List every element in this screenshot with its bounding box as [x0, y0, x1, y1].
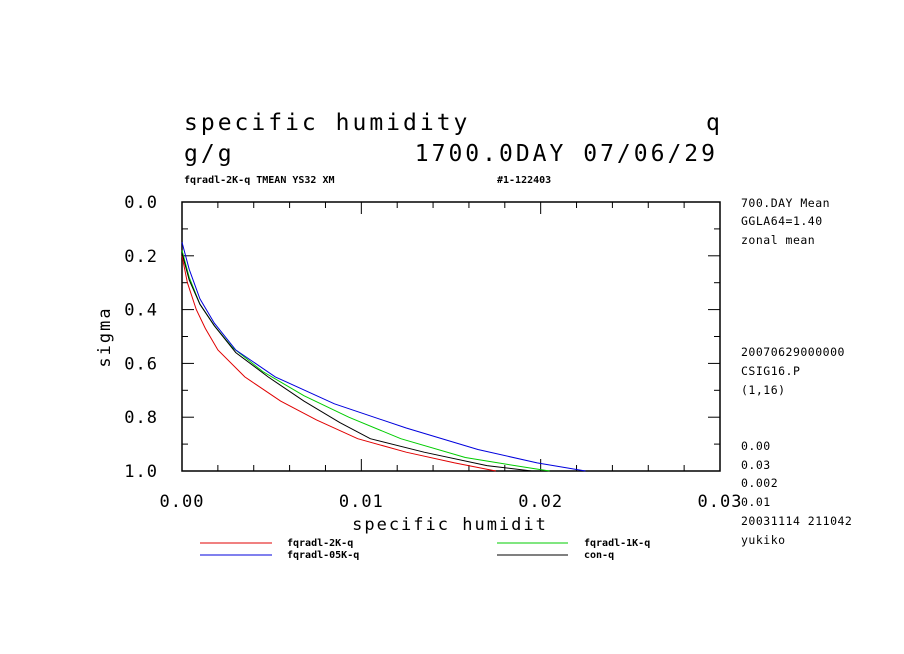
units-label: g/g: [184, 141, 235, 167]
y-tick-label: 0.8: [124, 408, 158, 428]
run-id: #1-122403: [497, 175, 551, 186]
plot-frame: [181, 201, 721, 472]
x-tick-label: 0.01: [339, 492, 384, 512]
chart-title: specific humidity: [184, 110, 470, 136]
run-info: fqradl-2K-q TMEAN YS32 XM: [184, 175, 335, 186]
y-tick-label: 0.2: [124, 247, 158, 267]
side-info-line: CSIG16.P: [741, 364, 800, 378]
y-tick-label: 1.0: [124, 462, 158, 482]
legend-label: fqradl-05K-q: [287, 550, 359, 561]
y-axis-label: sigma: [95, 306, 115, 367]
side-info: 700.DAY Mean GGLA64=1.40 zonal mean 2007…: [741, 196, 852, 547]
side-info-line: 700.DAY Mean: [741, 196, 830, 210]
legend: fqradl-2K-q fqradl-05K-q fqradl-1K-q con…: [200, 538, 650, 561]
tick-labels: 0.00 0.01 0.02 0.03 0.0 0.2 0.4 0.6 0.8 1.0: [124, 193, 743, 512]
x-tick-label: 0.03: [698, 492, 743, 512]
legend-label: fqradl-1K-q: [584, 538, 650, 549]
series-line-fqradl-2K-q: [181, 255, 496, 472]
side-info-line: 0.002: [741, 476, 778, 490]
x-tick-label: 0.02: [518, 492, 563, 512]
variable-name: q: [706, 110, 723, 136]
side-info-line: 20070629000000: [741, 345, 845, 359]
series-line-fqradl-1K-q: [181, 250, 550, 472]
side-info-line: 0.00: [741, 439, 771, 453]
side-info-line: 20031114 211042: [741, 514, 852, 528]
legend-label: fqradl-2K-q: [287, 538, 353, 549]
y-tick-label: 0.6: [124, 354, 158, 374]
legend-label: con-q: [584, 550, 614, 561]
y-tick-label: 0.4: [124, 301, 158, 321]
series-lines: [181, 242, 586, 472]
y-tick-label: 0.0: [124, 193, 158, 213]
side-info-line: (1,16): [741, 383, 786, 397]
x-tick-label: 0.00: [160, 492, 205, 512]
time-label: 1700.0DAY 07/06/29: [415, 141, 718, 167]
side-info-line: 0.01: [741, 495, 771, 509]
series-line-fqradl-05K-q: [181, 242, 586, 472]
series-line-con-q: [181, 252, 532, 472]
axis-ticks: [181, 201, 721, 472]
side-info-line: zonal mean: [741, 233, 815, 247]
side-info-line: yukiko: [741, 533, 786, 547]
x-axis-label: specific humidit: [352, 515, 548, 535]
side-info-line: 0.03: [741, 458, 771, 472]
side-info-line: GGLA64=1.40: [741, 214, 823, 228]
